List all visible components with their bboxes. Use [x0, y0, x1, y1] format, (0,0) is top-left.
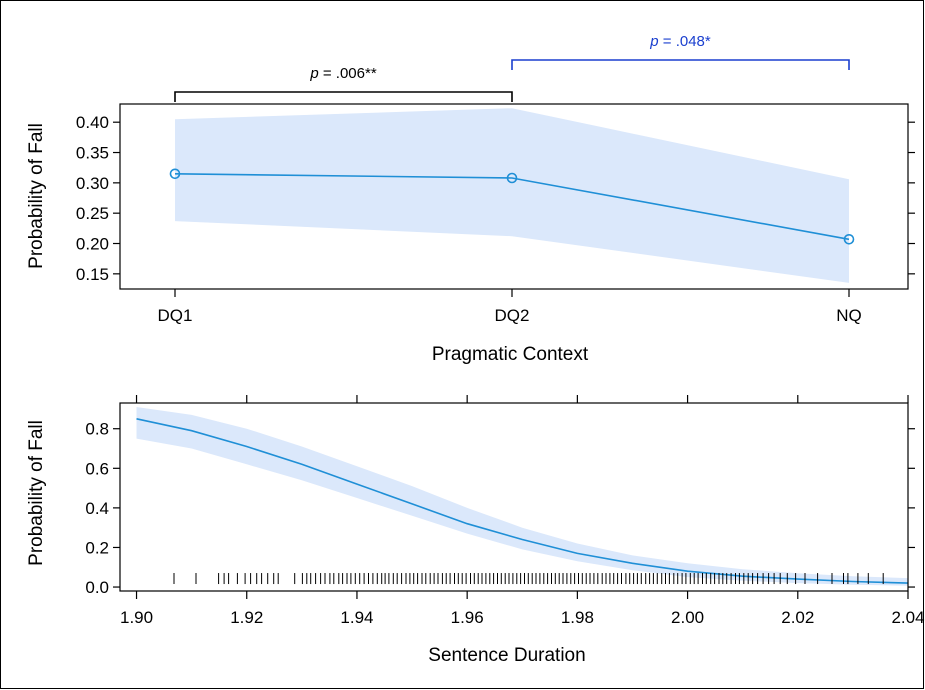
x-axis-title: Pragmatic Context [432, 344, 589, 365]
y-axis-title: Probability of Fall [26, 420, 47, 566]
y-tick-label: 0.30 [76, 174, 109, 193]
x-tick-label: DQ1 [158, 306, 193, 325]
y-tick-label: 0.0 [85, 578, 109, 597]
x-tick-label: 2.04 [891, 608, 924, 627]
confidence-band-group [175, 108, 849, 283]
y-tick-label: 0.20 [76, 235, 109, 254]
y-axis-ticks: 0.0 0.2 0.4 0.6 0.8 [85, 420, 915, 597]
p-symbol: p [309, 65, 318, 82]
confidence-band [175, 108, 849, 283]
y-axis-ticks: 0.15 0.20 0.25 0.30 0.35 0.40 [76, 113, 915, 284]
x-tick-label: DQ2 [495, 306, 530, 325]
significance-label: p = .006** [309, 65, 376, 82]
x-tick-label: 1.90 [120, 608, 153, 627]
significance-brackets: p = .006**p = .048* [174, 33, 850, 102]
x-tick-label: 2.00 [671, 608, 704, 627]
p-symbol: p [649, 33, 658, 50]
p-value: = .048* [659, 33, 711, 50]
y-tick-label: 0.6 [85, 459, 109, 478]
series-line-group [174, 173, 850, 241]
y-tick-label: 0.4 [85, 499, 109, 518]
point-DQ1 [169, 168, 181, 180]
confidence-band [136, 407, 908, 586]
plot-frame [119, 402, 909, 592]
rug-marks [173, 573, 884, 585]
series-line [174, 173, 850, 241]
x-tick-label: 1.96 [451, 608, 484, 627]
x-axis-title: Sentence Duration [428, 645, 585, 666]
panel-sentence-duration: 0.0 0.2 0.4 0.6 0.8 1.90 1.92 1.94 1.96 1.98 2.00… [26, 395, 925, 666]
series-line-group [136, 418, 909, 584]
series-line [136, 418, 909, 584]
x-tick-label: 1.92 [230, 608, 263, 627]
x-tick-label: 1.98 [561, 608, 594, 627]
significance-label: p = .048* [649, 33, 711, 50]
x-axis-ticks: 1.90 1.92 1.94 1.96 1.98 2.00 2.02 2.04 [120, 395, 925, 627]
y-tick-label: 0.25 [76, 204, 109, 223]
point-marker-group [169, 168, 855, 245]
plot-frame [119, 103, 909, 290]
x-tick-label: 2.02 [781, 608, 814, 627]
p-value: = .006** [319, 65, 377, 82]
confidence-band-group [136, 407, 908, 586]
x-tick-label: NQ [836, 306, 862, 325]
y-tick-label: 0.40 [76, 113, 109, 132]
y-tick-label: 0.8 [85, 420, 109, 439]
y-tick-label: 0.35 [76, 144, 109, 163]
y-tick-label: 0.15 [76, 265, 109, 284]
significance-bracket [511, 59, 850, 70]
y-tick-label: 0.2 [85, 538, 109, 557]
y-axis-title: Probability of Fall [26, 123, 47, 269]
x-tick-label: 1.94 [340, 608, 373, 627]
panel-pragmatic-context: 0.15 0.20 0.25 0.30 0.35 0.40 DQ1 DQ2 NQ p = .0… [26, 33, 915, 365]
point-DQ2 [506, 172, 518, 184]
x-axis-ticks: DQ1 DQ2 NQ [158, 289, 862, 325]
significance-bracket [174, 91, 513, 102]
point-NQ [843, 234, 855, 245]
